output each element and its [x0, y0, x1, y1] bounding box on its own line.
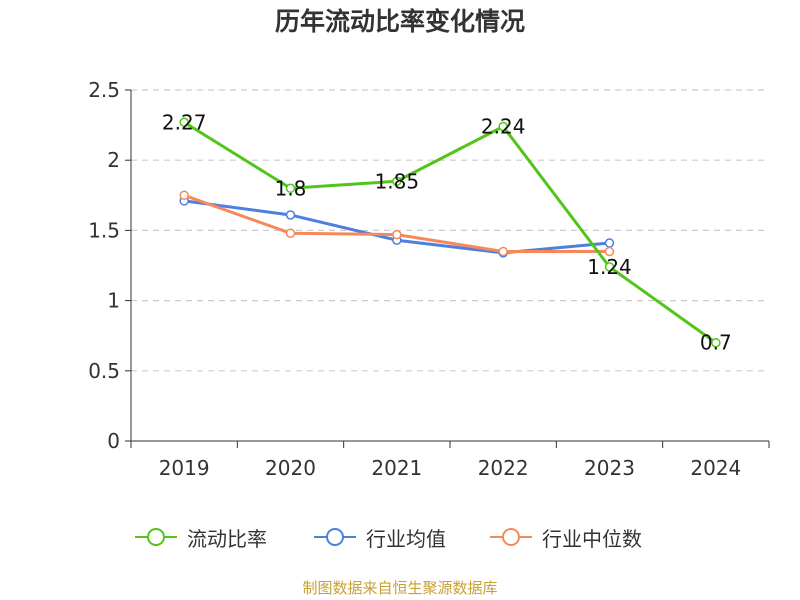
legend-item-industry-median[interactable]: 行业中位数 [488, 520, 642, 554]
legend-label: 行业中位数 [542, 526, 642, 551]
data-point[interactable] [604, 262, 615, 272]
legend-label: 行业均值 [366, 526, 446, 551]
data-point[interactable] [179, 190, 189, 201]
y-tick-label: 2.5 [88, 78, 120, 102]
x-tick-label: 2020 [265, 456, 316, 480]
data-point[interactable] [392, 229, 402, 240]
series-line [183, 121, 717, 344]
data-point[interactable] [285, 228, 296, 238]
data-point[interactable] [498, 121, 508, 132]
legend-line-marker-icon [135, 528, 177, 546]
legend: 流动比率 行业均值 行业中位数 [0, 520, 800, 554]
x-tick-label: 2023 [584, 456, 635, 480]
series-line [183, 199, 610, 255]
data-label: 2.24 [481, 115, 526, 139]
data-label: 2.27 [162, 110, 207, 134]
data-point[interactable] [604, 246, 615, 257]
grid-lines [131, 89, 769, 372]
data-point[interactable] [711, 337, 721, 348]
legend-label: 流动比率 [187, 526, 267, 551]
legend-item-industry-average[interactable]: 行业均值 [312, 520, 446, 554]
y-tick-label: 0.5 [88, 359, 120, 383]
axes: 0 0.5 1 1.5 2 2.5 2019 2020 2021 2022 2023 2024 [88, 78, 770, 480]
data-label: 1.8 [275, 176, 307, 200]
x-tick-label: 2019 [159, 456, 210, 480]
x-tick-label: 2024 [690, 456, 741, 480]
x-tick-label: 2022 [478, 456, 529, 480]
data-point[interactable] [285, 210, 296, 220]
data-point[interactable] [604, 238, 615, 248]
y-tick-label: 1.5 [88, 218, 120, 242]
y-tick-label: 0 [107, 429, 120, 453]
data-point[interactable] [285, 183, 296, 194]
data-label: 0.7 [700, 331, 732, 355]
data-point[interactable] [392, 176, 402, 187]
y-tick-label: 1 [107, 289, 120, 313]
data-labels: 2.27 1.8 1.85 2.24 1.24 0.7 [162, 110, 732, 354]
data-label: 1.85 [375, 169, 420, 193]
y-tick-label: 2 [107, 148, 120, 172]
chart-title: 历年流动比率变化情况 [274, 7, 525, 36]
data-point[interactable] [498, 246, 508, 257]
data-label: 1.24 [587, 255, 632, 279]
series-lines [179, 117, 721, 348]
x-tick-label: 2021 [371, 456, 422, 480]
legend-item-current-ratio[interactable]: 流动比率 [133, 520, 267, 554]
legend-line-marker-icon [314, 528, 356, 546]
legend-line-marker-icon [490, 528, 532, 546]
data-point[interactable] [179, 117, 189, 128]
source-note: 制图数据来自恒生聚源数据库 [302, 579, 498, 597]
